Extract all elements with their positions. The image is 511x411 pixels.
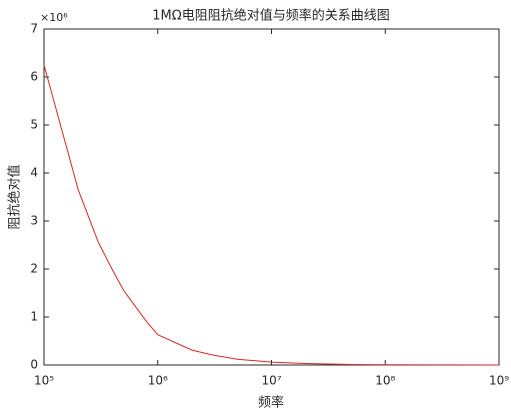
y-exponent: ×10⁶ <box>40 11 68 24</box>
y-tick-label: 6 <box>30 70 38 84</box>
y-tick-label: 5 <box>30 118 38 132</box>
chart-title: 1MΩ电阻阻抗绝对值与频率的关系曲线图 <box>152 8 389 24</box>
x-tick-label: 10⁶ <box>148 374 168 388</box>
x-tick-label: 10⁵ <box>34 374 54 388</box>
y-tick-label: 4 <box>30 166 38 180</box>
y-tick-label: 7 <box>30 22 38 36</box>
x-tick-label: 10⁸ <box>375 374 395 388</box>
y-axis-label: 阻抗绝对值 <box>7 164 23 229</box>
y-tick-label: 1 <box>30 310 38 324</box>
y-tick-label: 2 <box>30 262 38 276</box>
x-axis-label: 频率 <box>258 395 284 411</box>
y-tick-label: 0 <box>30 358 38 372</box>
y-tick-label: 3 <box>30 214 38 228</box>
line-series <box>43 64 500 366</box>
x-tick-label: 10⁷ <box>261 374 281 388</box>
x-tick-label: 10⁹ <box>489 374 509 388</box>
